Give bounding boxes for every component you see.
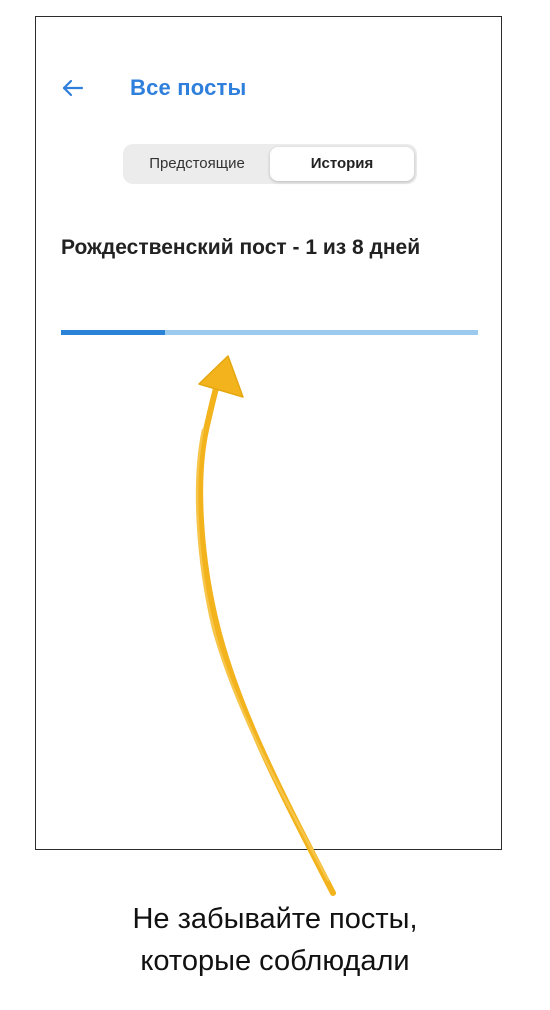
annotation-caption: Не забывайте посты, которые соблюдали	[0, 898, 550, 982]
caption-line-2: которые соблюдали	[140, 945, 410, 977]
tab-upcoming[interactable]: Предстоящие	[149, 155, 245, 172]
segmented-control: Предстоящие История	[123, 144, 417, 184]
fast-title: Рождественский пост - 1 из 8 дней	[61, 236, 421, 259]
back-button[interactable]	[58, 73, 88, 103]
fast-progress-fill	[61, 330, 166, 335]
fast-progress-bar	[61, 330, 478, 335]
app-screen: Все посты Предстоящие История Рождествен…	[35, 16, 502, 850]
arrow-left-icon	[62, 79, 84, 97]
caption-line-1: Не забывайте посты,	[132, 903, 418, 935]
tab-history[interactable]: История	[270, 147, 414, 181]
page-title: Все посты	[130, 75, 247, 100]
